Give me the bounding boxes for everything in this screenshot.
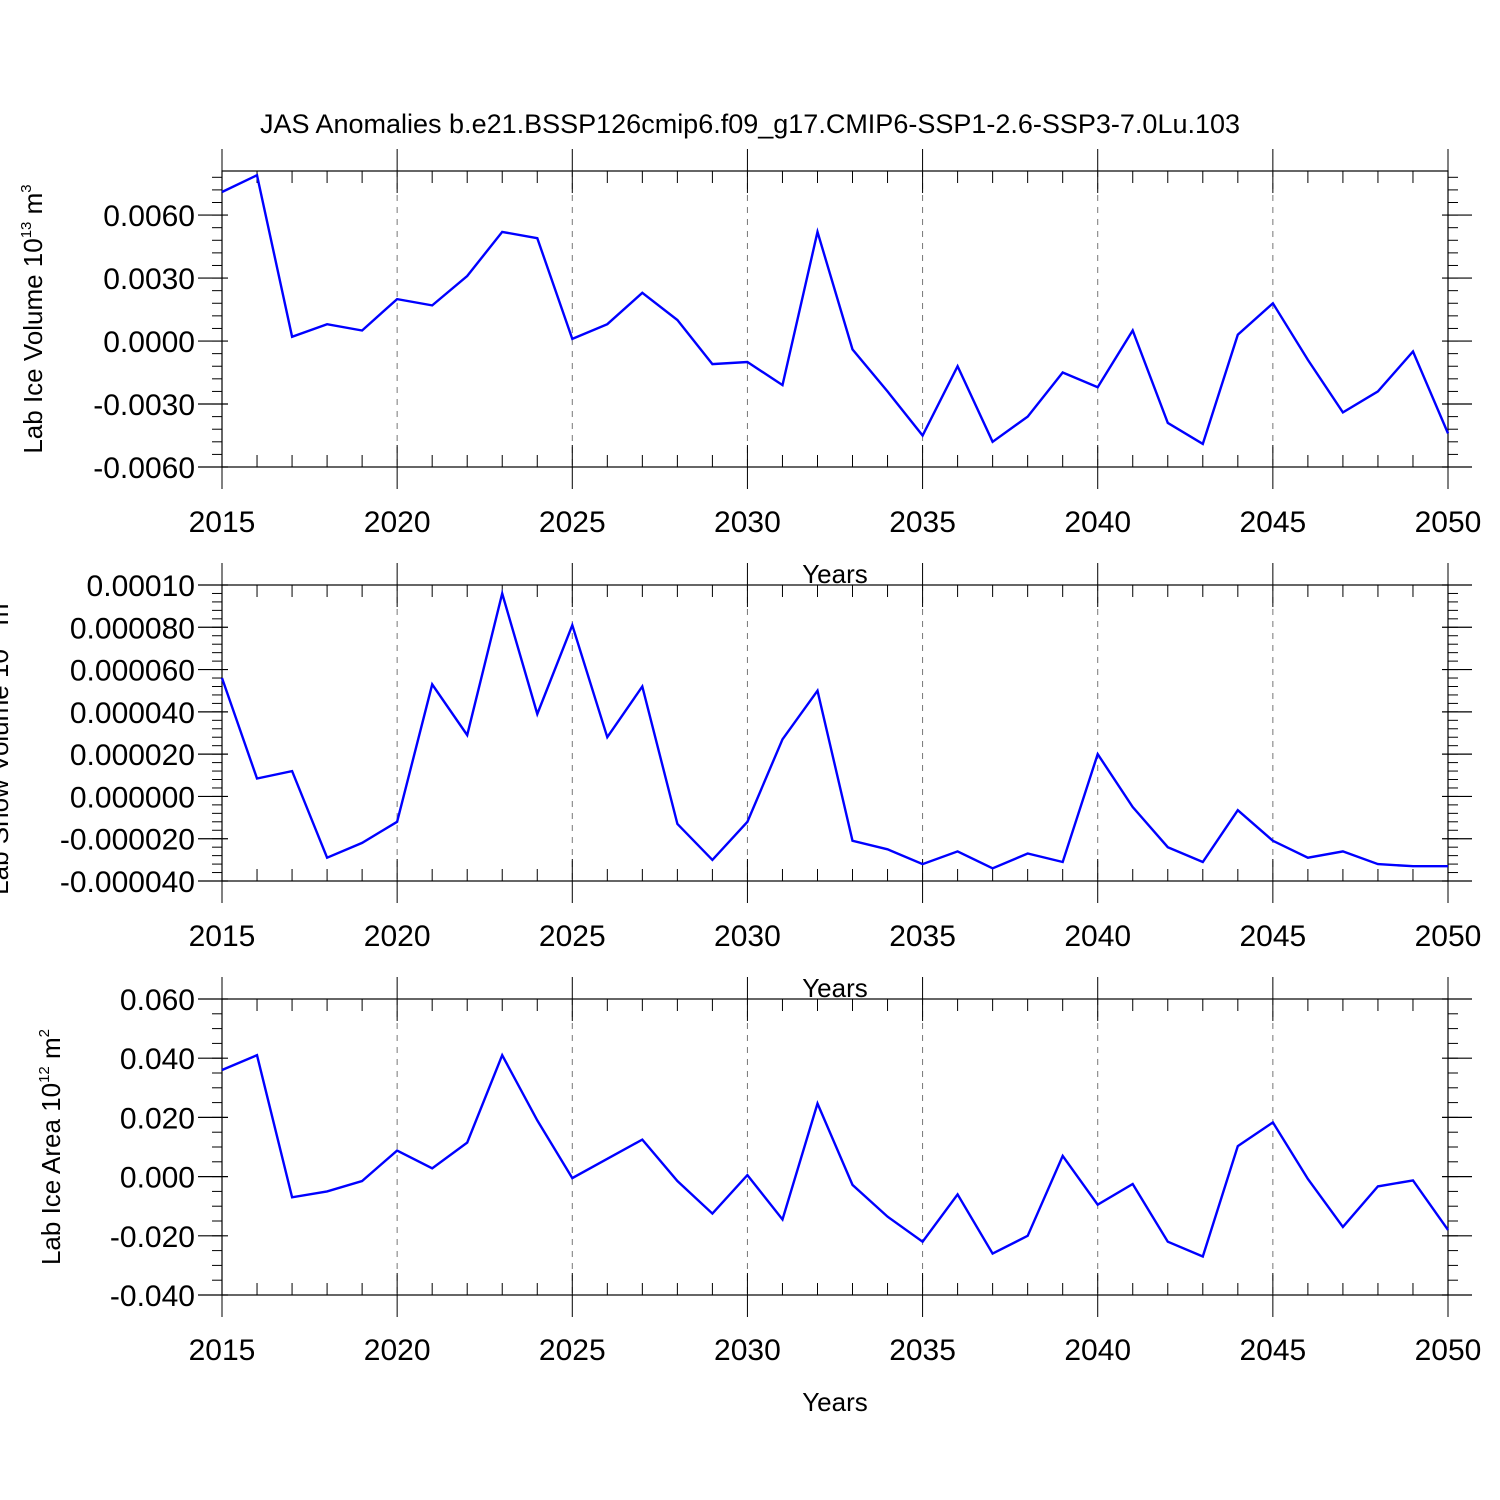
x-tick-label: 2025 xyxy=(539,506,606,539)
series-line xyxy=(221,173,1450,446)
x-grid xyxy=(396,999,1274,1295)
y-tick-label: 0.000020 xyxy=(70,739,195,772)
y-tick-labels: 0.00010 0.000080 0.000060 0.000040 0.000020 0… xyxy=(60,570,195,899)
y-tick-label: 0.0000 xyxy=(103,326,195,359)
x-tick-labels: 2015 2020 2025 2030 2035 2040 2045 2050 xyxy=(189,920,1482,953)
y-tick-label: 0.000040 xyxy=(70,697,195,730)
panel-snow-volume: 2015 2020 2025 2030 2035 2040 2045 2050 0.00010… xyxy=(0,563,1481,1003)
y-tick-label: 0.000000 xyxy=(70,781,195,814)
x-axis-label: Years xyxy=(802,559,868,589)
series-line xyxy=(220,588,1448,870)
y-tick-label: 0.000060 xyxy=(70,655,195,688)
x-tick-label: 2045 xyxy=(1239,506,1306,539)
x-tick-label: 2030 xyxy=(714,506,781,539)
x-tick-label: 2030 xyxy=(714,1334,781,1367)
x-tick-label: 2030 xyxy=(714,920,781,953)
y-tick-label: -0.0060 xyxy=(93,452,195,485)
panel-ice-area: 2015 2020 2025 2030 2035 2040 2045 2050 0.0600.… xyxy=(36,977,1481,1417)
y-tick-label: -0.020 xyxy=(110,1221,195,1254)
y-axis-label: Lab Snow Volume 1013 m3 xyxy=(0,595,14,895)
y-tick-label: -0.000040 xyxy=(60,866,195,899)
y-tick-label: 0.000 xyxy=(120,1162,195,1195)
y-axis-label: Lab Ice Volume 1013 m3 xyxy=(18,184,48,453)
x-tick-label: 2015 xyxy=(189,920,256,953)
x-tick-label: 2035 xyxy=(889,1334,956,1367)
x-tick-label: 2020 xyxy=(364,506,431,539)
y-tick-label: 0.040 xyxy=(120,1043,195,1076)
x-tick-label: 2040 xyxy=(1064,920,1131,953)
x-tick-label: 2050 xyxy=(1415,920,1482,953)
x-tick-label: 2035 xyxy=(889,920,956,953)
y-tick-label: 0.000080 xyxy=(70,612,195,645)
y-tick-label: 0.0030 xyxy=(103,263,195,296)
x-tick-label: 2020 xyxy=(364,920,431,953)
x-tick-label: 2050 xyxy=(1415,1334,1482,1367)
y-tick-label: -0.000020 xyxy=(60,824,195,857)
x-axis-label: Years xyxy=(802,973,868,1003)
x-tick-label: 2050 xyxy=(1415,506,1482,539)
x-tick-label: 2025 xyxy=(539,1334,606,1367)
x-tick-labels: 2015 2020 2025 2030 2035 2040 2045 2050 xyxy=(189,1334,1482,1367)
x-tick-label: 2040 xyxy=(1064,506,1131,539)
x-tick-label: 2020 xyxy=(364,1334,431,1367)
series-line xyxy=(221,1052,1449,1259)
x-tick-label: 2045 xyxy=(1239,1334,1306,1367)
ticks xyxy=(198,563,1472,903)
ticks xyxy=(198,149,1472,489)
y-tick-labels: 0.0060 0.0030 0.0000 -0.0030 -0.0060 xyxy=(93,200,195,485)
x-grid xyxy=(396,171,1274,467)
y-tick-label: 0.060 xyxy=(120,984,195,1017)
x-tick-label: 2035 xyxy=(889,506,956,539)
x-tick-label: 2025 xyxy=(539,920,606,953)
x-grid xyxy=(396,585,1274,881)
y-tick-label: -0.040 xyxy=(110,1280,195,1313)
y-tick-label: 0.020 xyxy=(120,1102,195,1135)
ticks xyxy=(198,977,1472,1317)
plot-frame xyxy=(221,584,1449,882)
x-tick-label: 2045 xyxy=(1239,920,1306,953)
x-tick-labels: 2015 2020 2025 2030 2035 2040 2045 2050 xyxy=(189,506,1482,539)
chart-title: JAS Anomalies b.e21.BSSP126cmip6.f09_g17… xyxy=(260,109,1240,139)
y-tick-label: 0.00010 xyxy=(87,570,195,603)
x-axis-label: Years xyxy=(802,1387,868,1417)
y-tick-label: 0.0060 xyxy=(103,200,195,233)
x-tick-label: 2015 xyxy=(189,506,256,539)
x-tick-label: 2040 xyxy=(1064,1334,1131,1367)
y-tick-labels: 0.060 0.040 0.020 0.000 -0.020 -0.040 xyxy=(110,984,195,1313)
plot-frame xyxy=(221,170,1449,468)
y-axis-label: Lab Ice Area 1012 m2 xyxy=(36,1029,66,1265)
panel-ice-volume: 2015 2020 2025 2030 2035 2040 2045 2050 0.00600… xyxy=(18,149,1481,589)
y-tick-label: -0.0030 xyxy=(93,389,195,422)
x-tick-label: 2015 xyxy=(189,1334,256,1367)
